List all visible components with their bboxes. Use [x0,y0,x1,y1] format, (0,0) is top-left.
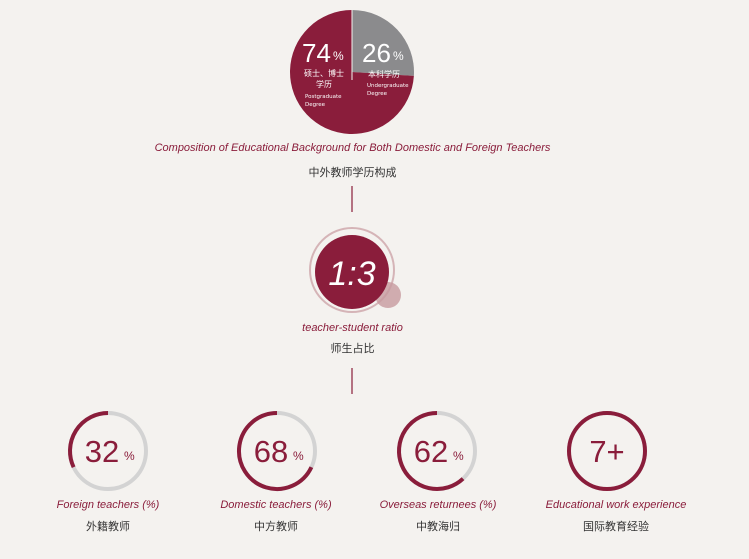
pie-name-zh-postgraduate-1: 硕士、博士 [304,68,344,78]
gauge-caption-en-2: Overseas returnees (%) [379,499,497,511]
gauge-unit-1: % [293,449,304,463]
pie-unit-undergraduate: % [393,49,404,63]
ratio-caption-en: teacher-student ratio [302,322,403,334]
pie-name-en-postgraduate-1: Postgraduate [305,94,342,100]
pie-unit-postgraduate: % [333,49,344,63]
gauge-value-2: 62 [414,434,448,469]
ratio-outer-ring [309,227,395,313]
gauge-arc-3 [567,411,647,491]
pie-name-en-undergraduate-1: Undergraduate [367,83,409,89]
pie-name-zh-undergraduate: 本科学历 [368,69,400,79]
gauge-caption-zh-1: 中方教师 [254,520,298,533]
gauge-caption-en-0: Foreign teachers (%) [56,499,160,511]
pie-caption-en: Composition of Educational Background fo… [154,142,551,154]
pie-name-en-postgraduate-2: Degree [305,102,326,108]
gauge-caption-zh-3: 国际教育经验 [583,520,649,533]
gauge-caption-zh-0: 外籍教师 [86,520,130,533]
pie-name-zh-postgraduate-2: 学历 [316,79,332,89]
gauge-arc-1 [237,411,314,491]
gauge-arc-2 [397,411,465,491]
gauge-value-1: 68 [254,434,288,469]
pie-slice-undergraduate [352,10,414,76]
gauge-arc-0 [68,411,109,469]
ratio-caption-zh: 师生占比 [330,342,375,355]
gauge-caption-en-1: Domestic teachers (%) [220,499,332,511]
ratio-value: 1:3 [328,255,375,293]
gauge-unit-0: % [124,449,135,463]
gauge-caption-en-3: Educational work experience [545,499,687,511]
ratio-circle [315,235,389,309]
gauge-caption-zh-2: 中教海归 [416,520,460,533]
pie-name-en-undergraduate-2: Degree [367,91,388,97]
pie-value-postgraduate: 74 [302,38,331,68]
gauge-unit-2: % [453,449,464,463]
gauge-value-3: 7+ [589,434,624,469]
pie-caption-zh: 中外教师学历构成 [308,166,397,179]
gauge-value-0: 32 [85,434,119,469]
pie-value-undergraduate: 26 [362,38,391,68]
